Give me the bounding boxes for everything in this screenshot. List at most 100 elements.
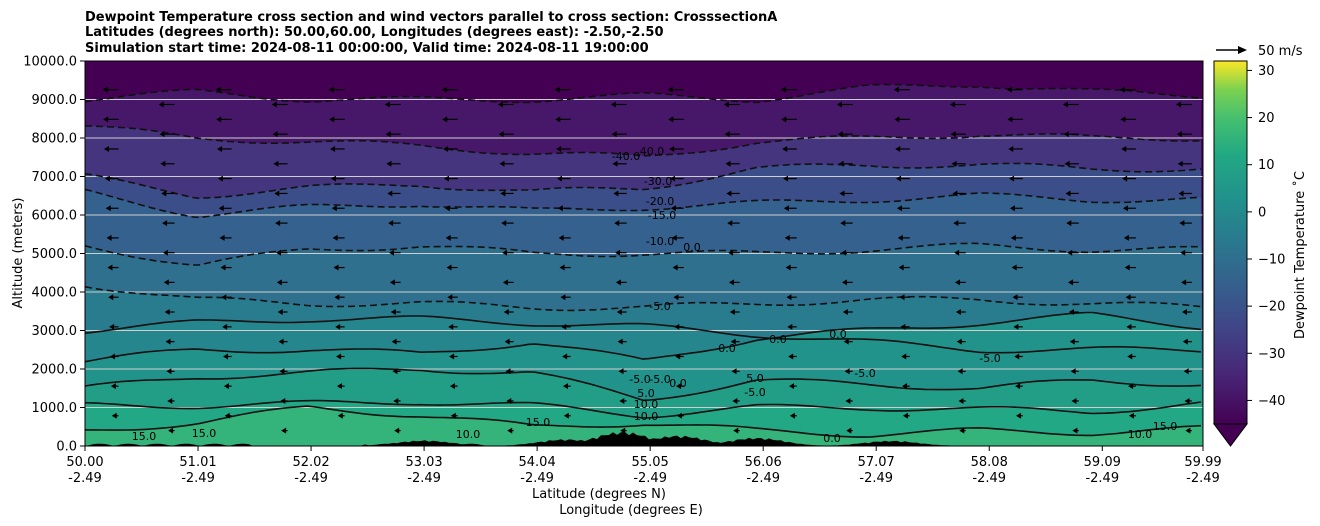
wind-vector	[561, 323, 571, 330]
wind-vector	[386, 160, 401, 167]
wind-vector	[111, 412, 119, 419]
wind-vector	[216, 116, 232, 123]
wind-vector	[217, 175, 232, 182]
x-tick-label-lon: -2.49	[181, 471, 215, 486]
contour-line	[85, 399, 1202, 419]
wind-vectors	[102, 86, 1192, 434]
wind-vector	[336, 383, 345, 390]
wind-vector	[1185, 427, 1192, 434]
wind-vector	[958, 397, 966, 404]
x-tick-label-lon: -2.49	[1186, 471, 1220, 486]
x-tick-label-lon: -2.49	[746, 471, 780, 486]
contour-line	[85, 162, 1202, 200]
x-tick-label-lat: 59.09	[1084, 455, 1121, 470]
colorbar: 30 20 10 0 −10 −20 −30 −40 Dewpoint Temperature…	[1213, 60, 1308, 447]
wind-vector	[281, 427, 288, 434]
wind-vector	[783, 205, 797, 212]
contour-label: -5.0	[649, 300, 670, 313]
wind-vector	[168, 427, 175, 434]
wind-vector	[559, 264, 571, 271]
wind-vector	[840, 220, 853, 227]
contour-label: -5.0	[979, 352, 1000, 365]
wind-vector	[334, 294, 345, 301]
wind-vector	[1179, 220, 1192, 227]
wind-vector	[1007, 116, 1023, 123]
wind-vector	[222, 323, 232, 330]
wind-vector	[839, 190, 853, 197]
wind-vector	[337, 412, 345, 419]
wind-vector	[838, 160, 853, 167]
wind-vector	[1010, 234, 1023, 241]
wind-vector	[1072, 427, 1079, 434]
wind-vector	[107, 264, 119, 271]
wind-vector	[504, 338, 514, 345]
wind-vector	[731, 368, 740, 375]
wind-vector	[1119, 86, 1136, 93]
wind-vector	[332, 234, 345, 241]
wind-vector	[843, 338, 853, 345]
wind-vector	[224, 412, 232, 419]
x-tick-label-lon: -2.49	[294, 471, 328, 486]
wind-vector	[557, 205, 571, 212]
y-tick-label: 3000.0	[32, 324, 78, 339]
wind-vector	[162, 220, 175, 227]
contour-label: -15.0	[648, 209, 676, 222]
wind-vector	[1066, 220, 1079, 227]
wind-vector	[330, 145, 345, 152]
wind-vector	[733, 427, 740, 434]
wind-vector	[676, 412, 684, 419]
wind-vector	[501, 220, 514, 227]
wind-vector	[388, 220, 401, 227]
wind-vector	[836, 101, 853, 108]
wind-vector	[670, 205, 684, 212]
x-tick-label-lat: 58.08	[971, 455, 1008, 470]
title-line-3: Simulation start time: 2024-08-11 00:00:…	[85, 41, 649, 56]
wind-vector	[617, 338, 627, 345]
wind-vector	[899, 294, 910, 301]
wind-vector	[1125, 294, 1136, 301]
wind-vector	[610, 101, 627, 108]
wind-vector	[1122, 175, 1136, 182]
contour-label: 10.0	[634, 410, 659, 423]
wind-vector	[441, 86, 458, 93]
wind-vector	[1175, 101, 1192, 108]
wind-vector	[897, 234, 910, 241]
contour-label: 0.0	[769, 333, 787, 346]
wind-vector	[1176, 131, 1192, 138]
wind-vector	[110, 383, 119, 390]
wind-vector	[272, 131, 288, 138]
y-tick-label: 5000.0	[32, 247, 78, 262]
x-tick-label-lat: 50.00	[66, 455, 103, 470]
wind-vector	[1180, 249, 1192, 256]
wind-vector	[1070, 368, 1079, 375]
wind-vector	[841, 279, 853, 286]
wind-vector	[109, 323, 119, 330]
wind-vector	[393, 397, 401, 404]
contour-label: -40.0	[612, 150, 640, 163]
wind-vector	[723, 101, 740, 108]
contour-label: -5.0	[629, 373, 650, 386]
wind-vector	[894, 116, 910, 123]
colorbar-label: Dewpoint Temperature ˚C	[1292, 171, 1308, 339]
wind-vector	[780, 86, 797, 93]
wind-vector	[1181, 279, 1192, 286]
wind-vector	[1014, 353, 1023, 360]
wind-vector	[223, 383, 232, 390]
wind-vector	[1127, 353, 1136, 360]
wind-vector	[896, 175, 910, 182]
wind-vector	[782, 145, 797, 152]
wind-vector	[1128, 412, 1136, 419]
wind-vector	[1184, 397, 1192, 404]
wind-vector	[1068, 279, 1079, 286]
colorbar-body	[1213, 60, 1248, 425]
wind-vector	[670, 175, 684, 182]
plot-area: -40.0 40.0-30.0-20.0-15.0-10.0 0.0-5.00.00…	[84, 60, 1204, 447]
wind-vector	[218, 205, 232, 212]
wind-vector	[893, 86, 910, 93]
wind-vector	[219, 234, 232, 241]
x-tick-label-lat: 52.02	[292, 455, 329, 470]
wind-vector	[162, 249, 175, 256]
contour-label: -30.0	[644, 175, 672, 188]
contour-label: 0.0	[669, 377, 687, 390]
wind-vector	[164, 309, 175, 316]
